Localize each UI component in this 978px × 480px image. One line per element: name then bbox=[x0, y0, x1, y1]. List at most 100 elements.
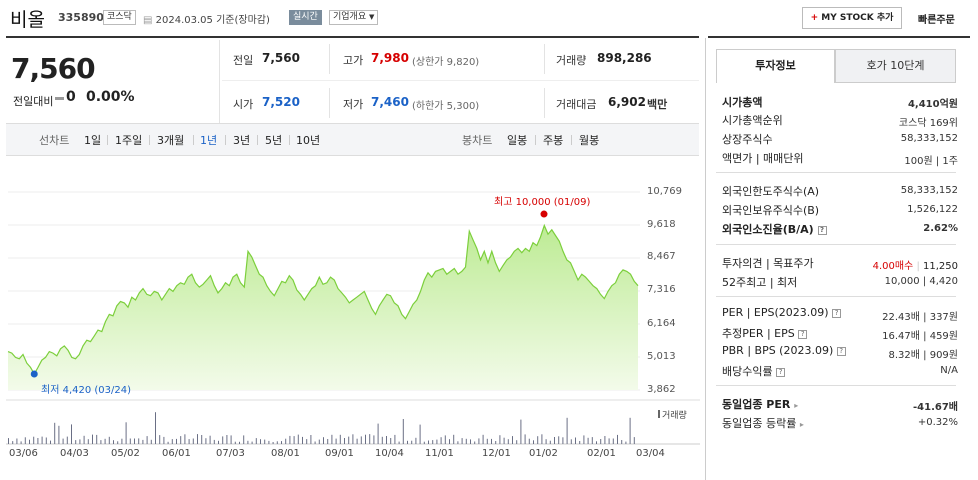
volume-bar bbox=[335, 438, 337, 444]
volume-bar bbox=[587, 437, 589, 444]
volume-bar bbox=[29, 439, 30, 444]
divider bbox=[329, 88, 330, 118]
period-10y[interactable]: 10년 bbox=[296, 134, 321, 147]
volume-bar bbox=[440, 437, 442, 444]
volume-bar bbox=[167, 441, 169, 444]
period-monthly[interactable]: 월봉 bbox=[579, 134, 600, 147]
x-tick: 06/01 bbox=[162, 448, 191, 459]
volume-bar bbox=[285, 438, 287, 444]
help-icon[interactable]: ? bbox=[836, 346, 846, 356]
volume-bar bbox=[499, 435, 501, 444]
volume-bar bbox=[205, 438, 207, 444]
help-icon[interactable]: ? bbox=[798, 329, 808, 339]
high-annotation: 최고 10,000 (01/09) bbox=[494, 197, 591, 208]
volume-bar bbox=[113, 440, 114, 444]
volume-bar bbox=[524, 434, 526, 444]
volume-bar bbox=[155, 412, 156, 444]
volume-bar bbox=[419, 424, 421, 444]
dividend-row: 배당수익률 ? bbox=[722, 363, 786, 379]
volume-bar bbox=[281, 441, 282, 444]
volume-bar bbox=[444, 435, 446, 444]
period-1y[interactable]: 1년 bbox=[200, 134, 218, 147]
volume-bar bbox=[251, 441, 253, 444]
volume-bar bbox=[16, 438, 18, 444]
help-icon[interactable]: ? bbox=[832, 308, 842, 318]
period-3m[interactable]: 3개월 bbox=[157, 134, 185, 147]
volume-bar bbox=[79, 439, 81, 444]
volume-bar bbox=[37, 438, 39, 444]
volume-bar bbox=[390, 438, 392, 444]
volume-bar bbox=[176, 438, 177, 444]
volume-bar bbox=[184, 434, 186, 444]
high-label: 고가 bbox=[343, 54, 364, 67]
help-icon[interactable]: ? bbox=[776, 367, 786, 377]
period-1d[interactable]: 1일 bbox=[84, 134, 102, 147]
y-tick: 9,618 bbox=[647, 219, 676, 230]
x-tick: 09/01 bbox=[325, 448, 354, 459]
volume-bar bbox=[516, 440, 518, 444]
volume-bar bbox=[344, 438, 345, 444]
cap-rank-value: 코스닥 169위 bbox=[898, 118, 958, 129]
volume-bar bbox=[608, 438, 610, 444]
market-cap-value: 4,410억원 bbox=[907, 99, 958, 110]
open-label: 시가 bbox=[233, 98, 254, 111]
volume-bar bbox=[423, 441, 425, 444]
candle-chart-label: 봉차트 bbox=[462, 134, 493, 147]
volume-bar bbox=[163, 436, 165, 444]
pbr-value: 8.32배 | 909원 bbox=[888, 350, 958, 361]
volume-bar bbox=[239, 441, 240, 444]
stock-code: 335890 bbox=[58, 11, 104, 24]
change-value: 0 bbox=[66, 89, 76, 105]
period-3y[interactable]: 3년 bbox=[233, 134, 251, 147]
x-tick: 11/01 bbox=[425, 448, 454, 459]
realtime-badge[interactable]: 실시간 bbox=[289, 10, 322, 25]
y-tick: 10,769 bbox=[647, 186, 682, 197]
volume-bar bbox=[562, 437, 564, 444]
volume-bar bbox=[213, 439, 215, 444]
cap-rank-label: 시가총액순위 bbox=[722, 114, 783, 127]
sector-rate-row[interactable]: 동일업종 등락률 ▸ bbox=[722, 415, 804, 431]
volume-bar bbox=[125, 422, 127, 444]
market-cap-label: 시가총액 bbox=[722, 96, 763, 109]
volume-bar bbox=[310, 435, 312, 444]
high-marker bbox=[540, 210, 548, 218]
divider bbox=[149, 135, 150, 145]
period-1w[interactable]: 1주일 bbox=[115, 134, 143, 147]
period-daily[interactable]: 일봉 bbox=[507, 134, 528, 147]
divider bbox=[571, 135, 572, 145]
tab-order-book[interactable]: 호가 10단계 bbox=[835, 49, 956, 83]
tab-invest-info[interactable]: 투자정보 bbox=[716, 49, 835, 83]
volume-bar bbox=[512, 436, 513, 444]
volume-bar bbox=[402, 419, 404, 444]
help-icon[interactable]: ? bbox=[817, 225, 827, 235]
volume-bar bbox=[260, 439, 261, 444]
y-tick: 6,164 bbox=[647, 318, 676, 329]
date-text: 2024.03.05 기준(장마감) bbox=[155, 15, 270, 26]
volume-bar bbox=[461, 438, 463, 444]
y-tick: 5,013 bbox=[647, 351, 676, 362]
divider bbox=[193, 135, 194, 145]
price-area bbox=[8, 225, 638, 390]
volume-bar bbox=[66, 436, 68, 444]
volume-bar bbox=[369, 434, 371, 444]
sector-per-row[interactable]: 동일업종 PER ▸ bbox=[722, 396, 798, 412]
volume-bar bbox=[58, 425, 60, 444]
my-stock-add-button[interactable]: + MY STOCK 추가 bbox=[802, 7, 902, 29]
x-tick: 02/01 bbox=[587, 448, 616, 459]
price-line bbox=[7, 223, 639, 376]
quick-order-link[interactable]: 빠른주문 bbox=[918, 15, 955, 26]
volume-bar bbox=[45, 437, 47, 444]
volume-bar bbox=[188, 439, 190, 444]
volume-bar bbox=[503, 437, 505, 444]
volume-bar bbox=[96, 434, 98, 444]
period-5y[interactable]: 5년 bbox=[265, 134, 283, 147]
period-weekly[interactable]: 주봉 bbox=[543, 134, 564, 147]
current-price: 7,560 bbox=[11, 52, 96, 85]
volume-bar bbox=[318, 439, 320, 444]
volume-bar bbox=[293, 436, 295, 444]
volume-bar bbox=[625, 441, 627, 444]
price-chart[interactable] bbox=[0, 160, 700, 480]
company-overview-button[interactable]: 기업개요 ▼ bbox=[329, 10, 379, 25]
foreign-rate-label: 외국인소진율(B/A) bbox=[722, 223, 814, 236]
volume-bar bbox=[449, 439, 450, 444]
